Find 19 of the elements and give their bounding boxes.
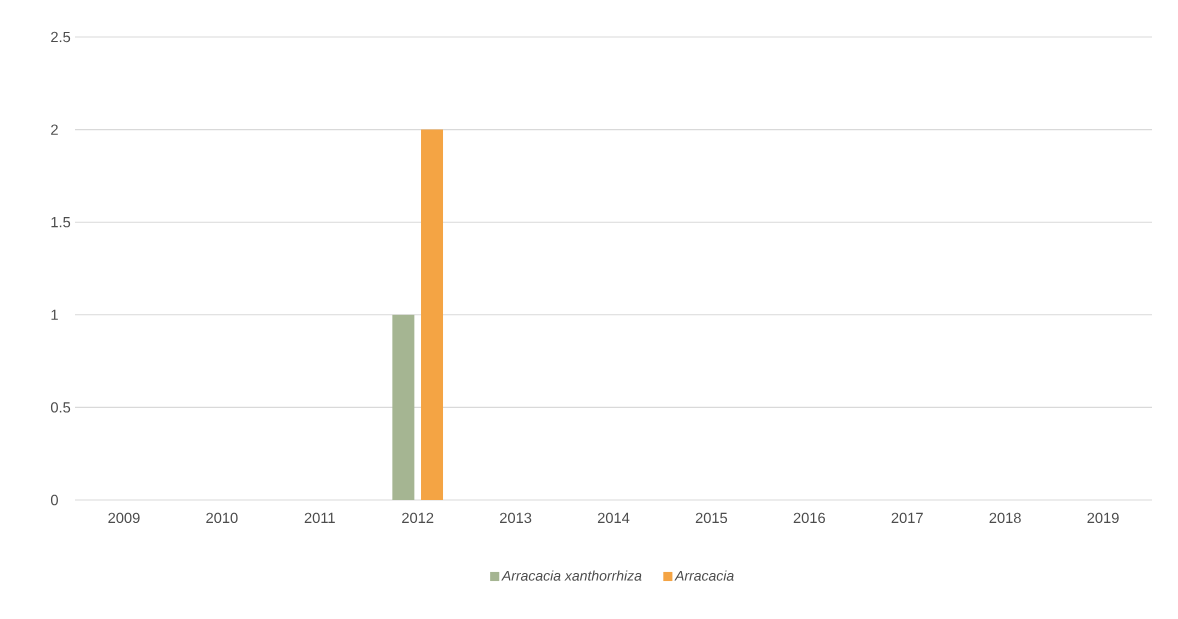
x-tick-label: 2016 xyxy=(793,512,825,524)
x-tick-label: 2017 xyxy=(891,512,923,524)
y-tick-label: 0 xyxy=(50,494,58,506)
x-tick-label: 2015 xyxy=(695,512,728,524)
y-tick-label: 2 xyxy=(51,124,58,135)
y-tick-label: 2.5 xyxy=(51,31,71,43)
x-tick-label: 2019 xyxy=(1087,512,1119,524)
x-tick-label: 2010 xyxy=(206,512,238,524)
x-tick-label: 2018 xyxy=(989,512,1021,524)
y-tick-label: 1 xyxy=(51,309,58,320)
x-tick-label: 2011 xyxy=(304,512,335,524)
y-tick-label: 1.5 xyxy=(51,217,71,228)
x-tick-label: 2014 xyxy=(597,512,630,524)
legend-label: Arracacia xanthorrhiza xyxy=(501,570,642,581)
x-tick-label: 2013 xyxy=(500,512,532,524)
x-tick-label: 2009 xyxy=(108,512,140,524)
x-tick-label: 2012 xyxy=(402,512,434,524)
legend-label: Arracacia xyxy=(674,570,734,581)
y-tick-label: 0.5 xyxy=(50,402,71,413)
